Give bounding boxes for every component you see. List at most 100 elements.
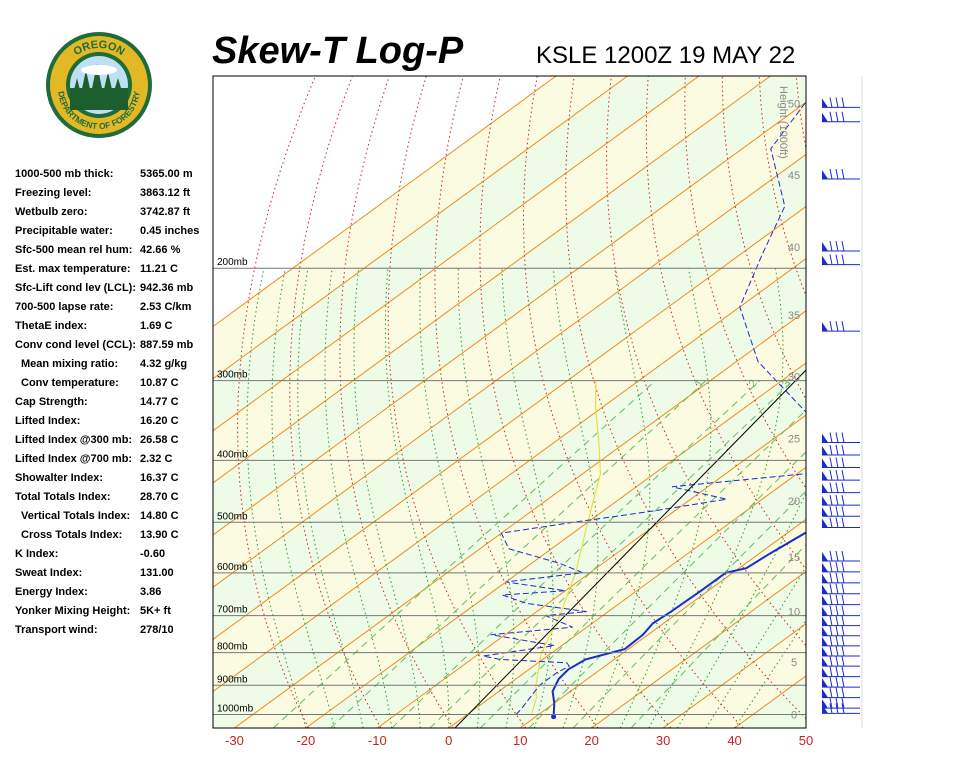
isotherm-line	[213, 205, 806, 640]
mixing-ratio-label: 2	[747, 378, 760, 390]
mixing-ratio-line	[479, 409, 806, 728]
index-label: K Index:	[15, 548, 59, 560]
temperature-line	[551, 531, 806, 717]
index-value: 131.00	[140, 567, 174, 579]
index-value: 10.87 C	[140, 377, 179, 389]
index-row: Yonker Mixing Height: 5K+ ft	[15, 605, 225, 624]
index-row: Cross Totals Index: 13.90 C	[15, 529, 225, 548]
index-row: 700-500 lapse rate: 2.53 C/km	[15, 301, 225, 320]
index-row: ThetaE index: 1.69 C	[15, 320, 225, 339]
index-label: Cross Totals Index:	[21, 529, 123, 541]
index-value: 942.36 mb	[140, 282, 194, 294]
isobar-label: 500mb	[217, 511, 248, 522]
index-label: 700-500 lapse rate:	[15, 301, 114, 313]
isobar-label: 700mb	[217, 605, 248, 616]
dry-adiabat	[684, 76, 806, 489]
isotherm-line	[213, 101, 806, 536]
wind-barb	[822, 168, 860, 180]
index-row: Transport wind: 278/10	[15, 624, 225, 643]
index-label: Sfc-Lift cond lev (LCL):	[15, 282, 136, 294]
moist-adiabat	[419, 268, 481, 728]
index-row: K Index: -0.60	[15, 548, 225, 567]
forestry-seal-icon: OREGON DEPARTMENT OF FORESTRY	[46, 32, 152, 138]
height-tick-label: 20	[788, 496, 800, 508]
station-time-label: KSLE 1200Z 19 MAY 22	[536, 42, 796, 69]
wind-barb	[822, 605, 860, 617]
index-label: Lifted Index @700 mb:	[15, 453, 133, 465]
moist-adiabat	[457, 268, 515, 728]
index-value: 28.70 C	[140, 491, 179, 503]
index-value: 13.90 C	[140, 529, 179, 541]
index-label: Wetbulb zero:	[15, 206, 88, 218]
dry-adiabat	[237, 76, 316, 728]
moist-adiabat	[501, 268, 554, 728]
index-value: 1.69 C	[140, 320, 173, 332]
index-value: 0.45 inches	[140, 225, 200, 237]
index-label: ThetaE index:	[15, 320, 88, 332]
oregon-forestry-logo: OREGON DEPARTMENT OF FORESTRY	[44, 30, 154, 145]
mixing-ratio-line	[273, 380, 656, 728]
index-label: Cap Strength:	[15, 396, 88, 408]
x-tick-label: 40	[727, 733, 741, 748]
index-row: Conv cond level (CCL): 887.59 mb	[15, 339, 225, 358]
index-row: 1000-500 mb thick: 5365.00 m	[15, 168, 225, 187]
dry-adiabat	[944, 76, 960, 728]
wind-barb	[822, 615, 860, 627]
index-value: 3863.12 ft	[140, 187, 191, 199]
index-value: 887.59 mb	[140, 339, 194, 351]
index-row: Wetbulb zero: 3742.87 ft	[15, 206, 225, 225]
index-value: 11.21 C	[140, 263, 178, 275]
index-label: Mean mixing ratio:	[21, 358, 119, 370]
isotherm-line	[213, 76, 700, 432]
isobar-label: 400mb	[217, 449, 248, 460]
mixing-ratio-line	[630, 544, 806, 728]
index-label: Vertical Totals Index:	[21, 510, 131, 522]
moist-adiabat	[297, 268, 364, 728]
wind-barb	[822, 321, 860, 332]
height-tick-label: 35	[788, 310, 800, 322]
index-label: Est. max temperature:	[15, 263, 131, 275]
index-label: Showalter Index:	[15, 472, 104, 484]
index-label: Lifted Index @300 mb:	[15, 434, 133, 446]
dry-adiabat	[907, 76, 960, 728]
index-value: 3.86	[140, 586, 162, 598]
x-tick-label: 0	[445, 733, 452, 748]
isobar-label: 600mb	[217, 562, 248, 573]
isotherm-line	[213, 153, 806, 588]
index-row: Conv temperature: 10.87 C	[15, 377, 225, 396]
wind-barb	[822, 550, 860, 562]
wind-barb	[822, 457, 860, 469]
dry-adiabat	[387, 76, 527, 728]
isotherm-line	[213, 76, 771, 484]
index-label: Lifted Index:	[15, 415, 81, 427]
wind-barb	[822, 656, 860, 667]
index-label: Conv temperature:	[21, 377, 119, 389]
x-tick-label: -30	[225, 733, 244, 748]
index-value: 2.32 C	[140, 453, 173, 465]
surface-point	[551, 714, 557, 720]
index-row: Energy Index: 3.86	[15, 586, 225, 605]
index-value: 14.80 C	[140, 510, 179, 522]
wind-barb	[822, 583, 860, 595]
index-value: 5365.00 m	[140, 168, 193, 180]
isotherm-line	[448, 466, 806, 728]
temperature-band	[877, 76, 960, 728]
mixing-ratio-line	[429, 380, 794, 728]
index-row: Precipitable water: 0.45 inches	[15, 225, 225, 244]
mixing-ratio-line	[330, 380, 707, 728]
index-value: 3742.87 ft	[140, 206, 191, 218]
mixing-ratio-label: 1	[693, 378, 706, 390]
moist-adiabat	[324, 268, 393, 728]
index-value: -0.60	[140, 548, 166, 560]
x-tick-label: 20	[584, 733, 598, 748]
wind-barb	[822, 594, 860, 606]
height-axis-title: Height (1000ft)	[777, 86, 789, 159]
moist-adiabat	[246, 268, 307, 728]
temperature-band	[213, 258, 806, 728]
index-value: 14.77 C	[140, 396, 179, 408]
dry-adiabat	[565, 76, 806, 720]
wind-barb	[822, 97, 860, 108]
svg-text:OREGON: OREGON	[71, 39, 126, 58]
wind-barb	[822, 432, 860, 444]
